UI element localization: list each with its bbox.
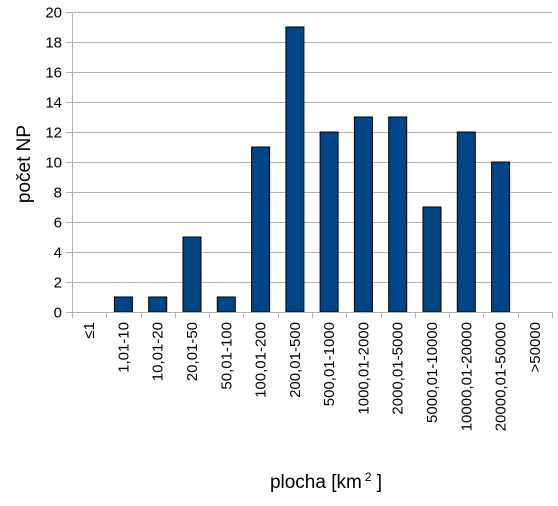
bar-10 xyxy=(388,116,408,313)
bar-11 xyxy=(422,206,442,313)
bar-7 xyxy=(285,26,305,313)
y-tick-label: 12 xyxy=(45,125,62,142)
axes xyxy=(72,12,553,318)
bar-4 xyxy=(182,236,202,313)
x-tick-label: 2000,01-5000 xyxy=(390,322,407,415)
y-tick-label: 16 xyxy=(45,65,62,82)
bar-8 xyxy=(319,131,339,313)
x-axis-label-main: plocha [km xyxy=(270,472,362,493)
x-tick-label: 20000,01-50000 xyxy=(493,322,510,431)
gridlines xyxy=(66,12,552,313)
y-tick-label: 8 xyxy=(54,185,62,202)
x-tick-label: 100,01-200 xyxy=(253,322,270,398)
y-axis-label: počet NP xyxy=(14,125,35,203)
bar-5 xyxy=(216,296,236,313)
x-tick-labels: ≤1 1,01-10 10,01-20 20,01-50 50,01-100 100,01… xyxy=(81,322,544,431)
bar-12 xyxy=(456,131,476,313)
x-tick-label: 500,01-1000 xyxy=(321,322,338,406)
bar-3 xyxy=(148,296,168,313)
y-tick-label: 0 xyxy=(54,305,62,322)
x-tick-label: 1000,01-2000 xyxy=(355,322,372,415)
x-tick-label: >50000 xyxy=(527,322,544,372)
bar-2 xyxy=(113,296,133,313)
x-axis-label-superscript: 2 xyxy=(365,470,372,484)
y-tick-label: 14 xyxy=(45,95,62,112)
y-tick-label: 18 xyxy=(45,35,62,52)
x-tick-label: 5000,01-10000 xyxy=(424,322,441,423)
y-tick-labels: 0 2 4 6 8 10 12 14 16 18 20 xyxy=(45,5,62,322)
x-tick-label: 1,01-10 xyxy=(115,322,132,373)
y-tick-label: 2 xyxy=(54,275,62,292)
y-tick-label: 20 xyxy=(45,5,62,22)
bar-9 xyxy=(353,116,373,313)
x-tick-label: 20,01-50 xyxy=(184,322,201,381)
x-tick-label: 10,01-20 xyxy=(150,322,167,381)
bar-6 xyxy=(251,146,271,313)
x-tick-label: 10000,01-20000 xyxy=(458,322,475,431)
y-tick-label: 10 xyxy=(45,155,62,172)
x-axis-label-suffix: ] xyxy=(372,472,383,493)
y-tick-label: 4 xyxy=(54,245,62,262)
bars xyxy=(113,26,511,313)
y-tick-label: 6 xyxy=(54,215,62,232)
x-tick-label: ≤1 xyxy=(81,322,98,339)
x-tick-label: 200,01-500 xyxy=(287,322,304,398)
x-axis-label: plocha [km 2 ] xyxy=(270,470,382,493)
x-tick-label: 50,01-100 xyxy=(218,322,235,390)
bar-13 xyxy=(491,161,511,313)
